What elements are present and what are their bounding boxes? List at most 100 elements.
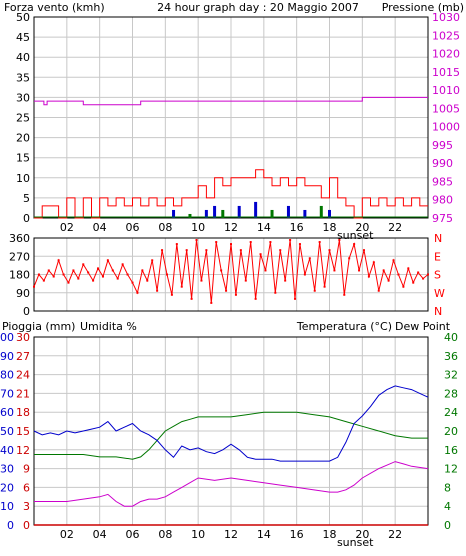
wind-direction-compass-tick-label: S: [434, 269, 441, 282]
humidity-line: [33, 385, 429, 462]
time-axis-top: 02 04 06 08 10 12 14 16 18 20 22 sunset: [60, 221, 402, 242]
wind-direction-point: [294, 297, 297, 300]
time-bottom-tick-label: 10: [191, 528, 205, 541]
wind-speed-tick-label: 50: [16, 11, 30, 24]
pressure-tick-label: 980: [432, 194, 453, 207]
wind-direction-point: [67, 281, 70, 284]
pressure-tick-label: 995: [432, 139, 453, 152]
wind-speed-tick-label: 25: [16, 112, 30, 125]
pressure-tick-label: 1025: [432, 29, 460, 42]
wind-direction-point: [116, 277, 119, 280]
wind-direction-degree-tick-label: 180: [9, 269, 30, 282]
wind-direction-point: [338, 239, 341, 242]
humidity-tick-label: 100: [0, 331, 14, 344]
wind-direction-point: [141, 269, 144, 272]
wind-direction-point: [239, 249, 242, 252]
pressure-line: [34, 96, 428, 106]
gust-bar: [303, 209, 307, 218]
wind-direction-point: [259, 253, 262, 256]
wind-direction-degree-tick-label: 90: [16, 287, 30, 300]
temperature-tick-label: 40: [444, 331, 458, 344]
wind-direction-point: [161, 249, 164, 252]
wind-direction-point: [323, 285, 326, 288]
wind-direction-point: [407, 267, 410, 270]
wind-direction-point: [210, 301, 213, 304]
wind-direction-point: [284, 279, 287, 282]
wind-direction-point: [42, 279, 45, 282]
gust-bar: [328, 209, 331, 218]
wind-speed-tick-label: 20: [16, 132, 30, 145]
wind-direction-point: [387, 279, 390, 282]
wind-pressure-series: [34, 96, 428, 219]
wind-direction-point: [303, 273, 306, 276]
wind-speed-tick-label: 5: [23, 192, 30, 205]
wind-direction-point: [57, 259, 60, 262]
humidity-tick-label: 0: [7, 519, 14, 532]
wind-direction-point: [382, 269, 385, 272]
gust-bar: [213, 205, 217, 218]
rain-axis-title: Pioggia (mm): [2, 320, 75, 333]
gust-bar: [172, 209, 176, 218]
humidity-tick-label: 20: [0, 481, 14, 494]
wind-direction-point: [274, 291, 277, 294]
temperature-tick-label: 36: [444, 350, 458, 363]
climate-grid: [34, 337, 428, 525]
wind-direction-point: [136, 291, 139, 294]
pressure-tick-label: 1010: [432, 84, 460, 97]
time-bottom-tick-label: 18: [323, 528, 337, 541]
wind-direction-point: [77, 277, 80, 280]
wind-speed-axis: 0 5 10 15 20 25 30 35 40 45 50: [16, 11, 30, 225]
temperature-tick-label: 8: [444, 481, 451, 494]
temperature-tick-label: 24: [444, 406, 458, 419]
humidity-tick-label: 50: [0, 425, 14, 438]
humidity-tick-label: 70: [0, 387, 14, 400]
humidity-tick-label: 80: [0, 369, 14, 382]
wind-direction-point: [289, 239, 292, 242]
wind-direction-point: [427, 273, 429, 276]
wind-direction-point: [185, 249, 188, 252]
time-top-tick-label: 14: [257, 221, 271, 234]
humidity-axis: 0 10 20 30 40 50 60 70 80 90 100: [0, 331, 14, 532]
wind-direction-point: [151, 259, 154, 262]
wind-direction-point: [121, 263, 124, 266]
wind-direction-point: [249, 241, 252, 244]
wind-direction-point: [348, 257, 351, 260]
rain-tick-label: 9: [23, 463, 30, 476]
wind-direction-point: [111, 269, 114, 272]
wind-speed-tick-label: 0: [23, 212, 30, 225]
wind-direction-point: [106, 259, 109, 262]
wind-direction-point: [362, 249, 365, 252]
pressure-tick-label: 1000: [432, 121, 460, 134]
wind-direction-point: [230, 243, 232, 246]
wind-direction-degree-tick-label: 360: [9, 232, 30, 245]
rain-tick-label: 24: [16, 369, 30, 382]
wind-direction-point: [97, 267, 100, 270]
wind-direction-point: [254, 297, 257, 300]
wind-direction-point: [47, 269, 50, 272]
wind-direction-point: [195, 239, 198, 242]
rain-tick-label: 6: [23, 481, 30, 494]
time-bottom-tick-label: 22: [388, 528, 402, 541]
wind-direction-point: [170, 293, 173, 296]
wind-direction-point: [358, 269, 361, 272]
wind-direction-degree-tick-label: 0: [23, 305, 30, 318]
wind-speed-tick-label: 30: [16, 91, 30, 104]
rain-tick-label: 0: [23, 519, 30, 532]
time-top-tick-label: 10: [191, 221, 205, 234]
wind-direction-point: [318, 241, 321, 244]
wind-direction-point: [412, 281, 415, 284]
wind-direction-point: [52, 275, 55, 278]
wind-direction-point: [131, 281, 134, 284]
humidity-tick-label: 30: [0, 463, 14, 476]
pressure-tick-label: 1030: [432, 11, 460, 24]
wind-direction-point: [308, 257, 311, 260]
humidity-tick-label: 60: [0, 406, 14, 419]
wind-direction-point: [333, 269, 336, 272]
wind-direction-point: [87, 271, 90, 274]
wind-direction-point: [298, 243, 301, 246]
time-top-tick-label: 08: [158, 221, 172, 234]
wind-direction-series: [33, 239, 429, 304]
